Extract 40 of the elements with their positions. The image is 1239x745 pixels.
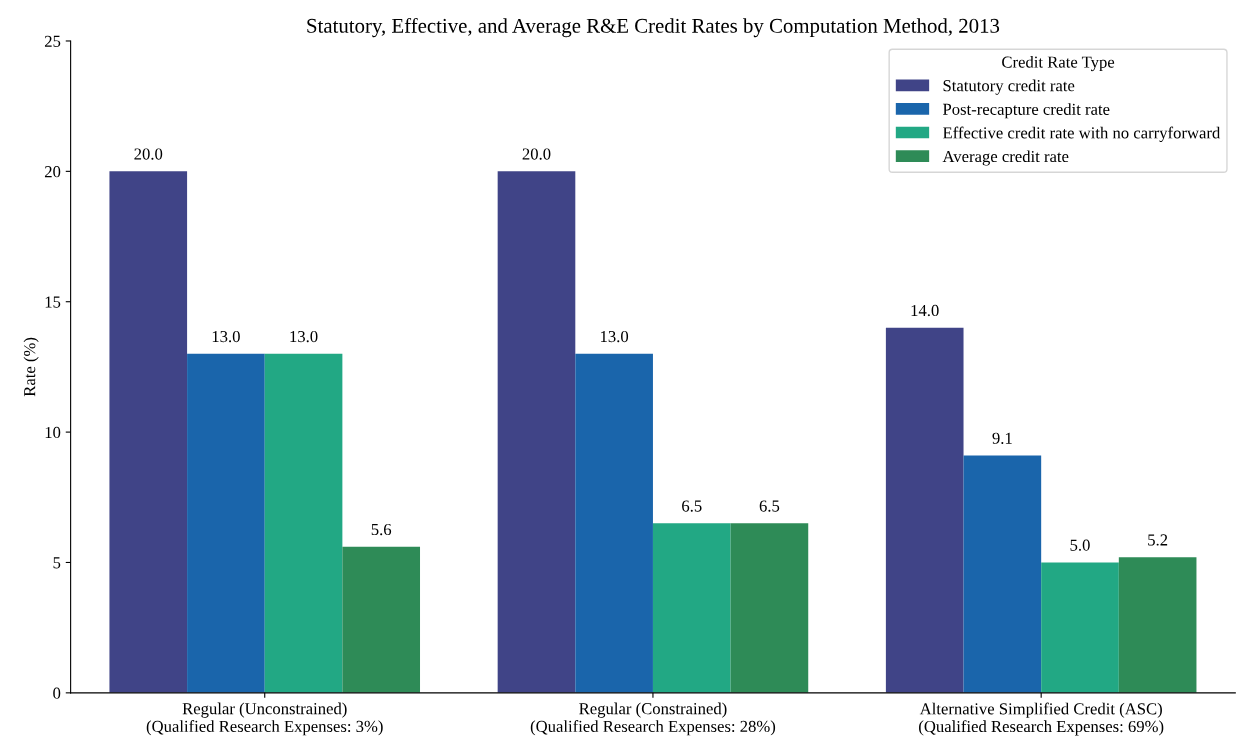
x-tick-label: Regular (Constrained) (Qualified Research Expenses: 28%) bbox=[530, 702, 776, 736]
data-label: 20.0 bbox=[134, 148, 163, 160]
y-tick-label: 10 bbox=[45, 426, 61, 439]
y-tick-label: 15 bbox=[45, 296, 61, 308]
bar bbox=[652, 523, 731, 693]
bar bbox=[575, 353, 653, 693]
data-label: 13.0 bbox=[290, 330, 318, 343]
data-label: 13.0 bbox=[212, 330, 240, 343]
legend-label: Statutory credit rate bbox=[943, 79, 1075, 95]
legend-title: Credit Rate Type bbox=[1002, 55, 1115, 72]
x-tick-label: Alternative Simplified Credit (ASC) (Qualified Research Expenses: 69%) bbox=[919, 702, 1164, 736]
bar bbox=[885, 327, 964, 693]
data-label: 5.6 bbox=[371, 523, 392, 536]
bar bbox=[1118, 557, 1197, 693]
data-label: 13.0 bbox=[601, 330, 629, 343]
legend-label: Post-recapture credit rate bbox=[942, 103, 1110, 119]
chart-title: Statutory, Effective, and Average R&E Credit Rates by Computation Method, 2013 bbox=[307, 17, 1000, 38]
data-label: 6.5 bbox=[759, 500, 780, 512]
data-label: 14.0 bbox=[911, 304, 939, 317]
bar bbox=[497, 171, 576, 693]
y-tick-label: 5 bbox=[53, 557, 61, 569]
x-tick-label: Regular (Unconstrained) (Qualified Research Expenses: 3%) bbox=[146, 702, 383, 736]
data-label: 5.2 bbox=[1148, 534, 1168, 546]
y-axis-title: Rate (%) bbox=[23, 337, 39, 397]
y-tick-label: 0 bbox=[53, 687, 61, 699]
y-tick-label: 20 bbox=[44, 166, 61, 178]
data-label: 6.5 bbox=[682, 500, 702, 512]
data-label: 9.1 bbox=[992, 432, 1012, 444]
bar bbox=[963, 455, 1042, 693]
data-label: 5.0 bbox=[1070, 539, 1090, 551]
legend-label: Average credit rate bbox=[942, 150, 1069, 166]
data-label: 20.0 bbox=[522, 148, 551, 160]
bar bbox=[1041, 562, 1119, 693]
bar bbox=[730, 523, 809, 693]
y-tick-label: 25 bbox=[44, 35, 61, 47]
bar bbox=[342, 546, 421, 693]
bar bbox=[187, 353, 265, 693]
bar bbox=[264, 353, 343, 693]
bar bbox=[109, 171, 188, 693]
legend-label: Effective credit rate with no carryforward bbox=[942, 126, 1221, 142]
